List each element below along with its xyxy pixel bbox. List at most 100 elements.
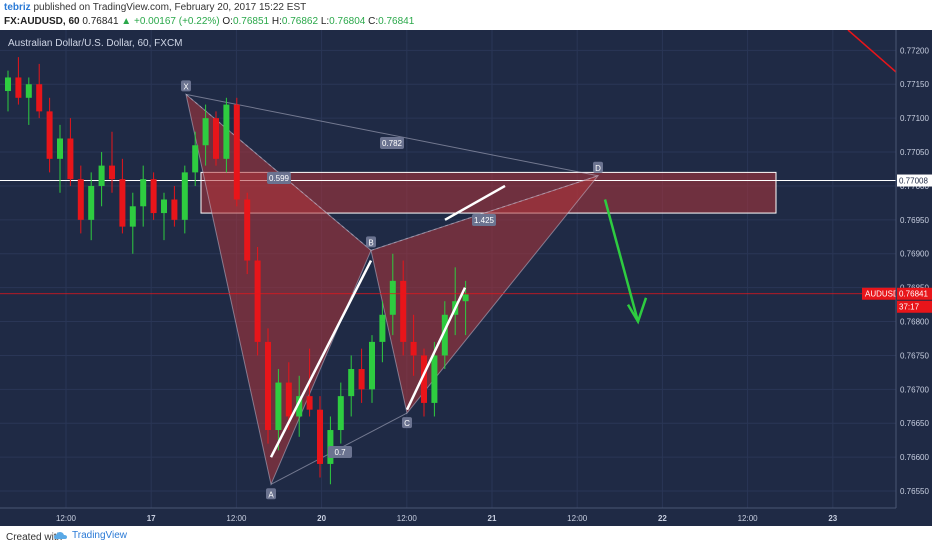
candle-body xyxy=(67,138,74,180)
y-tick-label: 0.76950 xyxy=(900,216,929,225)
candle-body xyxy=(202,118,209,146)
ratio-label: 0.782 xyxy=(382,139,403,148)
candle-body xyxy=(109,165,115,180)
candle-body xyxy=(265,341,271,431)
pattern-point-c: C xyxy=(402,417,412,429)
pattern-point-b: B xyxy=(366,236,376,248)
y-tick-label: 0.77200 xyxy=(900,46,929,55)
candle-body xyxy=(431,355,438,403)
point-label-bg xyxy=(181,80,191,92)
created-with-text: Created with xyxy=(6,532,63,543)
candle-body xyxy=(5,77,11,92)
ratio-ac: 0.7 xyxy=(328,446,352,458)
x-tick-label: 12:00 xyxy=(397,514,418,523)
y-tick-label: 0.77050 xyxy=(900,148,929,157)
close-label: C: xyxy=(368,16,379,27)
countdown-tag: 37:17 xyxy=(897,300,932,313)
candle-body xyxy=(98,165,105,186)
point-label-bg xyxy=(366,236,376,248)
brand-label: TradingView xyxy=(72,530,128,541)
high-label: H: xyxy=(271,16,282,27)
point-label: C xyxy=(404,419,410,428)
x-tick-label: 21 xyxy=(488,514,497,523)
candle-body xyxy=(348,369,355,397)
candle-body xyxy=(296,396,303,417)
candle-body xyxy=(57,138,63,159)
ratio-label-bg xyxy=(328,446,352,458)
level-price-tag: 0.77008 xyxy=(897,174,932,187)
axis-layer: 0.772000.771500.771000.770500.770000.769… xyxy=(0,30,932,526)
candle-body xyxy=(421,355,427,403)
candle-layer xyxy=(5,57,469,485)
ratio-label-bg xyxy=(267,172,291,184)
last-price: 0.76841 xyxy=(82,16,119,27)
chart-title: Australian Dollar/U.S. Dollar, 60, FXCM xyxy=(8,38,183,49)
candle-body xyxy=(15,77,22,98)
chart-area[interactable]: X A B C D 0.782 0.599 1.425 0.7 AUDUSD 0.77200 0.7… xyxy=(0,30,932,526)
candle-body xyxy=(171,199,178,220)
footer: Created with TradingView xyxy=(0,526,932,550)
current-price-tag-text: 0.76841 xyxy=(899,290,928,299)
y-tick-label: 0.76800 xyxy=(900,318,929,327)
candle-body xyxy=(77,179,84,220)
level-price-tag-bg xyxy=(897,174,932,187)
point-label: A xyxy=(268,490,274,499)
open-value: 0.76851 xyxy=(232,16,270,27)
y-tick-label: 0.76600 xyxy=(900,453,929,462)
ratio-label: 1.425 xyxy=(474,216,495,225)
candle-body xyxy=(181,172,188,220)
published-text: published on TradingView.com, February 2… xyxy=(33,2,307,13)
pattern-point-x: X xyxy=(181,80,191,92)
candle-body xyxy=(317,409,323,464)
candle-body xyxy=(337,396,344,431)
tradingview-brand[interactable]: TradingView xyxy=(54,530,127,541)
candle-body xyxy=(410,341,417,356)
symbol-tag-text: AUDUSD xyxy=(865,290,899,299)
candle-body xyxy=(213,118,219,159)
level-price-tag-text: 0.77008 xyxy=(899,177,928,186)
overlay-layer: X A B C D 0.782 0.599 1.425 0.7 AUDUSD xyxy=(0,30,899,500)
y-tick-label: 0.76550 xyxy=(900,487,929,496)
candle-body xyxy=(25,84,32,98)
bd-line xyxy=(370,175,599,251)
publish-info: tebriz published on TradingView.com, Feb… xyxy=(4,2,306,13)
candle-body xyxy=(119,179,126,227)
price-chart[interactable]: X A B C D 0.782 0.599 1.425 0.7 AUDUSD 0.77200 0.7… xyxy=(0,30,932,526)
point-label-bg xyxy=(266,488,276,500)
candle-body xyxy=(306,396,313,410)
x-tick-label: 17 xyxy=(147,514,156,523)
ratio-label: 0.599 xyxy=(269,174,290,183)
candle-body xyxy=(46,111,53,159)
y-tick-label: 0.76650 xyxy=(900,419,929,428)
countdown-tag-bg xyxy=(897,300,932,313)
candle-body xyxy=(233,104,240,200)
x-tick-label: 12:00 xyxy=(738,514,759,523)
candle-body xyxy=(379,314,386,342)
candle-body xyxy=(462,294,469,302)
candle-body xyxy=(129,206,136,227)
up-triangle-icon: ▲ xyxy=(121,16,132,27)
ratio-xb: 0.599 xyxy=(267,172,291,184)
candle-body xyxy=(369,341,375,390)
candle-body xyxy=(223,104,230,159)
ratio-bd: 1.425 xyxy=(472,214,496,226)
ratio-label-bg xyxy=(472,214,496,226)
close-value: 0.76841 xyxy=(378,16,415,27)
low-label: L: xyxy=(320,16,330,27)
candle-body xyxy=(285,382,292,417)
candle-body xyxy=(275,382,282,431)
bearish-arrow-shaft xyxy=(603,199,640,322)
low-value: 0.76804 xyxy=(329,16,366,27)
author-link[interactable]: tebriz xyxy=(4,2,31,13)
y-tick-label: 0.76900 xyxy=(900,250,929,259)
candle-body xyxy=(358,369,365,390)
pattern-point-a: A xyxy=(266,488,276,500)
x-tick-label: 22 xyxy=(658,514,667,523)
symbol-tag: AUDUSD xyxy=(862,287,899,300)
candle-body xyxy=(400,280,407,342)
y-tick-label: 0.77100 xyxy=(900,114,929,123)
x-tick-label: 12:00 xyxy=(226,514,247,523)
countdown-tag-text: 37:17 xyxy=(899,303,920,312)
candle-body xyxy=(254,260,261,342)
candle-body xyxy=(441,314,448,356)
